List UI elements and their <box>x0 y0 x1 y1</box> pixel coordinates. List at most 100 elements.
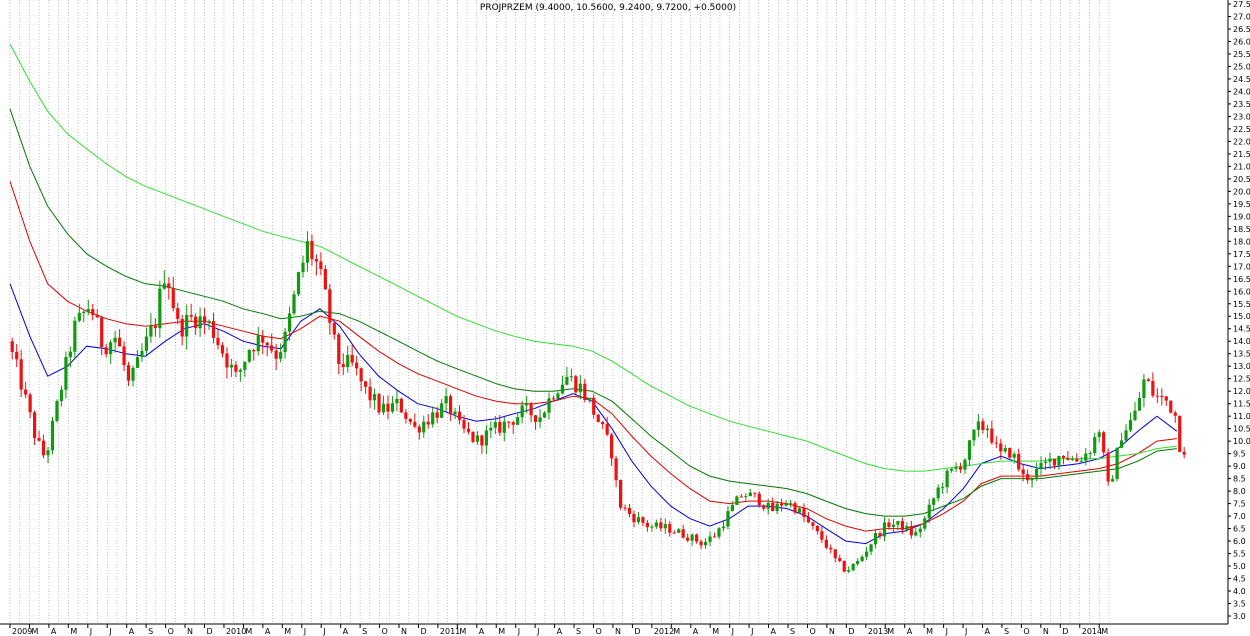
candle-body <box>1012 453 1016 458</box>
candle-body <box>954 466 958 469</box>
y-tick-label: 3.5 <box>1233 600 1246 609</box>
candle <box>641 516 645 527</box>
candle <box>864 547 869 561</box>
x-tick-label: J <box>945 627 948 636</box>
y-tick-label: 11.0 <box>1233 412 1250 421</box>
candle-body <box>932 498 936 505</box>
y-tick-label: 17.0 <box>1233 262 1250 271</box>
candle-body <box>229 364 234 368</box>
candle-body <box>927 504 931 519</box>
candle-body <box>829 547 833 550</box>
x-tick-label: 2013 <box>868 627 888 636</box>
candle <box>265 341 269 357</box>
candle <box>936 484 940 502</box>
y-tick-label: 13.0 <box>1233 362 1250 371</box>
candle-body <box>15 351 19 360</box>
candle <box>364 381 368 394</box>
candle <box>64 351 68 399</box>
candle <box>659 517 663 532</box>
candle <box>211 312 216 344</box>
candle <box>1160 388 1164 406</box>
candle-body <box>95 314 99 318</box>
candle <box>721 521 726 532</box>
candle-body <box>1133 410 1137 421</box>
x-tick-label: A <box>129 627 135 636</box>
candle-body <box>417 426 421 433</box>
candle <box>654 519 658 529</box>
x-tick-label: D <box>848 627 854 636</box>
y-tick-label: 9.5 <box>1233 450 1246 459</box>
candle-body <box>386 403 390 412</box>
candle-body <box>1111 479 1115 482</box>
candle-body <box>435 412 439 418</box>
candle <box>1119 432 1124 448</box>
candle <box>229 358 234 377</box>
candle-body <box>355 362 359 369</box>
candle-body <box>780 503 784 506</box>
x-tick-label: M <box>459 627 466 636</box>
candle-body <box>547 398 551 413</box>
candle-body <box>945 470 949 488</box>
candle <box>565 366 569 386</box>
candle <box>149 313 153 343</box>
candle <box>498 414 502 436</box>
y-tick-label: 6.5 <box>1233 525 1246 534</box>
candle <box>493 415 497 435</box>
candle-body <box>1003 448 1007 452</box>
candle <box>690 533 694 546</box>
candle <box>162 270 166 290</box>
candle <box>10 337 14 360</box>
candle-body <box>332 322 336 335</box>
candle <box>811 521 815 530</box>
candle-body <box>404 412 408 419</box>
candle-body <box>815 525 819 532</box>
candle <box>135 350 140 369</box>
candle <box>435 406 439 424</box>
chart-title: PROJPRZEM (9.4000, 10.5600, 9.2400, 9.72… <box>480 3 736 13</box>
candle <box>59 385 64 407</box>
candle <box>109 339 113 364</box>
candle <box>587 397 591 403</box>
candle <box>668 520 672 537</box>
candle <box>256 326 260 356</box>
candle <box>337 332 341 375</box>
candle-body <box>91 309 95 315</box>
x-tick-label: A <box>343 627 349 636</box>
candle-body <box>180 318 184 337</box>
candle <box>806 512 811 524</box>
candle <box>457 405 462 425</box>
candle <box>829 544 833 554</box>
candle-body <box>788 503 793 505</box>
candle <box>1088 450 1092 459</box>
candle <box>547 392 551 420</box>
candle <box>896 520 900 531</box>
candle-body <box>274 350 278 359</box>
candle <box>234 361 238 378</box>
candle <box>610 432 614 466</box>
candle <box>627 503 632 518</box>
candle-body <box>1151 381 1155 396</box>
candle <box>355 355 359 376</box>
candle-body <box>771 502 775 512</box>
x-tick-label: A <box>907 627 913 636</box>
candle-body <box>238 369 242 372</box>
candle <box>766 499 770 515</box>
candle-body <box>341 364 345 368</box>
candle <box>601 421 605 429</box>
candle-body <box>632 513 636 523</box>
candle <box>489 421 493 439</box>
candle-body <box>126 365 131 381</box>
candle <box>614 455 618 488</box>
candle <box>672 530 676 534</box>
candle-body <box>489 427 493 431</box>
candle <box>279 343 283 363</box>
candle-body <box>117 337 122 347</box>
candle-body <box>73 320 77 352</box>
candle <box>480 434 484 454</box>
candle <box>131 365 135 387</box>
candle-body <box>86 309 90 312</box>
candle <box>55 399 59 423</box>
candle <box>386 395 390 420</box>
candle-body <box>493 422 497 428</box>
candle <box>900 517 904 535</box>
